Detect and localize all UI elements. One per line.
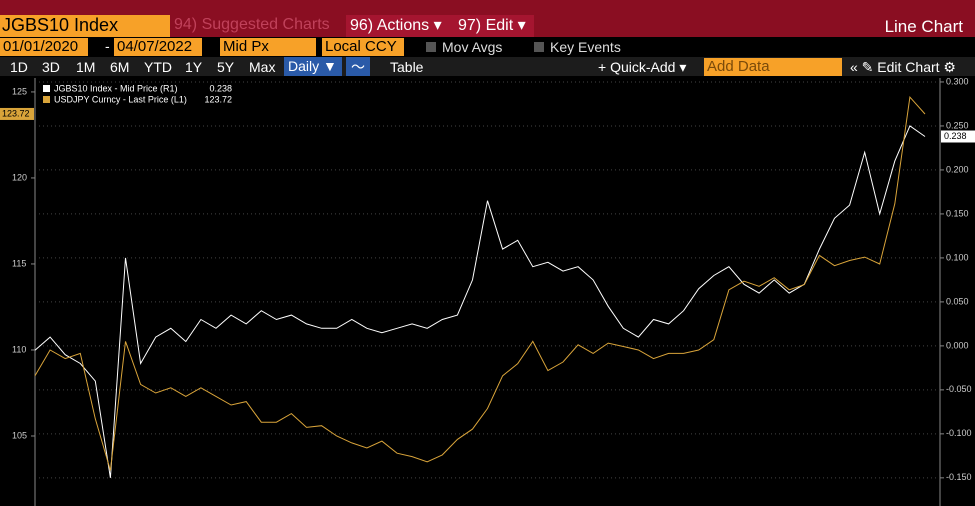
series-line [34, 125, 926, 478]
y2-tick-label: 0.100 [946, 252, 969, 262]
y2-tick-label: -0.150 [946, 472, 972, 482]
legend-value: 123.72 [204, 94, 232, 104]
period-button[interactable]: YTD [144, 59, 172, 75]
y-tick-label: 110 [12, 344, 26, 354]
field-select[interactable]: Mid Px [220, 38, 316, 56]
key-events-label: Key Events [550, 39, 621, 55]
frequency-label: Daily [288, 58, 320, 74]
title-bar: JGBS10 Index 94) Suggested Charts 96) Ac… [0, 0, 975, 37]
y2-tick-label: -0.100 [946, 428, 972, 438]
period-button[interactable]: 3D [42, 59, 60, 75]
edit-label: 97) Edit [458, 17, 514, 34]
y-tick-label: 105 [12, 430, 27, 440]
last-value-badge [941, 130, 975, 143]
legend-swatch [43, 85, 50, 92]
y2-tick-label: 0.150 [946, 208, 969, 218]
suggested-charts[interactable]: 94) Suggested Charts [174, 16, 330, 33]
legend-label: JGBS10 Index - Mid Price (R1) [54, 83, 178, 93]
last-value-label: 123.72 [2, 108, 30, 118]
actions-label: 96) Actions [350, 17, 430, 34]
y-tick-label: 115 [12, 258, 26, 268]
settings-bar: 01/01/2020 - 04/07/2022 Mid Px Local CCY… [0, 38, 975, 56]
table-button[interactable]: Table [390, 59, 424, 75]
chart-kind: Line Chart [884, 17, 963, 36]
key-events[interactable]: Key Events [534, 39, 621, 55]
period-button[interactable]: 1Y [185, 59, 203, 75]
y2-tick-label: 0.000 [946, 340, 969, 350]
period-button[interactable]: 1M [76, 59, 96, 75]
period-button[interactable]: Max [249, 59, 276, 75]
legend-swatch [43, 96, 50, 103]
period-button[interactable]: 5Y [217, 59, 235, 75]
y2-tick-label: 0.050 [946, 296, 969, 306]
last-value-badge [0, 107, 34, 120]
toolbar: Daily ▼ 〜 Table + Quick-Add ▾ Add Data «… [0, 57, 975, 76]
edit-menu[interactable]: 97) Edit ▾ [454, 15, 534, 37]
edit-chart-label: Edit Chart [877, 59, 940, 75]
series-line [34, 95, 926, 471]
chart: 105 110 115 120 125 0.300 0.250 0.200 0.150 0.100… [0, 78, 975, 506]
y-tick-label: 120 [12, 172, 27, 182]
y2-tick-label: 0.200 [946, 164, 969, 174]
mov-avgs[interactable]: Mov Avgs [426, 39, 502, 55]
y-tick-label: 125 [12, 86, 27, 96]
legend-value: 0.238 [209, 83, 232, 93]
period-button[interactable]: 6M [110, 59, 130, 75]
actions-menu[interactable]: 96) Actions ▾ [346, 15, 454, 37]
end-date[interactable]: 04/07/2022 [114, 38, 202, 56]
add-data-field[interactable]: Add Data [704, 58, 842, 76]
y2-tick-label: -0.050 [946, 384, 972, 394]
start-date[interactable]: 01/01/2020 [0, 38, 88, 56]
y2-tick-label: 0.250 [946, 120, 969, 130]
last-value-label: 0.238 [944, 131, 967, 141]
currency-select[interactable]: Local CCY [322, 38, 404, 56]
period-button[interactable]: 1D [10, 59, 28, 75]
y2-tick-label: 0.300 [946, 78, 969, 86]
frequency-button[interactable]: Daily ▼ [284, 57, 342, 76]
security-field[interactable]: JGBS10 Index [0, 15, 170, 37]
mov-avgs-label: Mov Avgs [442, 39, 503, 55]
legend-label: USDJPY Curncy - Last Price (L1) [54, 94, 187, 104]
line-icon[interactable]: 〜 [346, 57, 370, 76]
edit-chart[interactable]: « ✎ Edit Chart ⚙ [850, 59, 956, 75]
quick-add[interactable]: + Quick-Add ▾ [598, 59, 687, 75]
date-separator: - [105, 38, 110, 54]
quick-add-label: Quick-Add [610, 59, 676, 75]
